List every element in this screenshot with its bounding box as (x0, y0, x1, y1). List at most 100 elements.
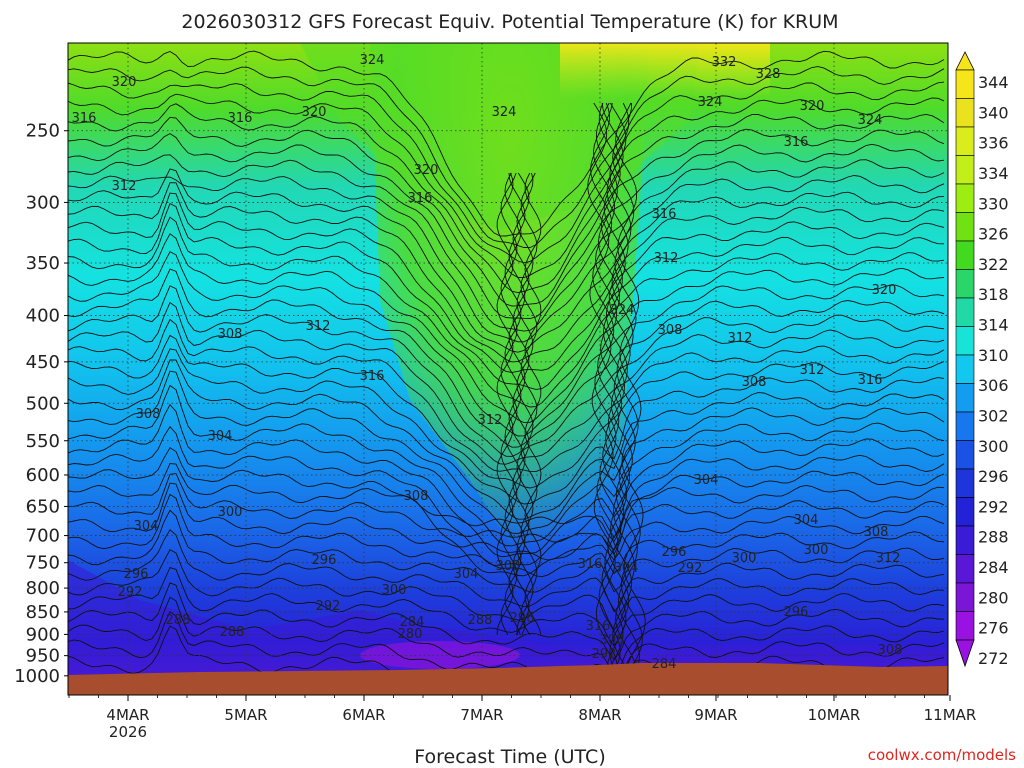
frontal-contour (500, 172, 518, 636)
colorbar-swatch (955, 297, 975, 327)
contour-label: 316 (858, 373, 883, 388)
colorbar-swatch (955, 525, 975, 555)
frontal-contour (524, 172, 542, 636)
colorbar-label: 292 (978, 497, 1009, 516)
colorbar-label: 288 (978, 528, 1009, 547)
y-axis: 2503003504004505005506006507007508008509… (14, 121, 68, 687)
contour-label: 292 (118, 585, 143, 600)
colorbar-swatch (955, 269, 975, 299)
contour-line (68, 268, 945, 448)
x-tick-label: 5MAR (224, 706, 267, 724)
contour-label: 280 (398, 627, 423, 642)
contour-line (68, 285, 945, 457)
y-tick-label: 700 (26, 526, 60, 547)
contour-label: 316 (72, 111, 97, 126)
contour-label: 296 (510, 611, 535, 626)
contour-line (68, 192, 945, 373)
colorbar-swatch (955, 468, 975, 498)
colorbar-swatch (955, 212, 975, 242)
contour-line (68, 384, 945, 547)
colorbar-label: 296 (978, 467, 1009, 486)
colorbar-label: 272 (978, 649, 1009, 668)
contour-label: 308 (218, 327, 243, 342)
contour-label: 324 (492, 105, 517, 120)
colorbar-label: 326 (978, 225, 1009, 244)
contour-line (68, 582, 945, 661)
colorbar-swatch (955, 98, 975, 128)
x-axis: 4MAR 5MAR 6MAR 7MAR 8MAR 9MAR 10MAR 11MAR (68, 695, 976, 724)
colorbar-swatch (955, 354, 975, 384)
contour-label: 312 (306, 319, 331, 334)
contour-line (68, 509, 945, 593)
frontal-contour (615, 102, 646, 674)
contour-label: 308 (136, 407, 161, 422)
x-year-label: 2026 (109, 723, 147, 741)
contour-label: 300 (732, 551, 757, 566)
frontal-contour (595, 102, 627, 674)
colorbar-label: 334 (978, 164, 1009, 183)
coldest-core (360, 641, 520, 669)
x-tick-label: 7MAR (460, 706, 503, 724)
cold-pool-region (68, 560, 948, 695)
contour-line (68, 447, 945, 577)
y-tick-label: 300 (26, 192, 60, 213)
contour-label: 320 (302, 105, 327, 120)
yellow-top-band (560, 43, 770, 98)
chart-title: 2026030312 GFS Forecast Equiv. Potential… (181, 11, 838, 33)
x-axis-title: Forecast Time (UTC) (414, 746, 605, 768)
contour-label: 304 (694, 473, 719, 488)
colorbar-label: 344 (978, 73, 1009, 92)
contour-lines (68, 50, 945, 695)
frontal-contour (612, 102, 643, 674)
contour-line (68, 66, 945, 249)
contour-label: 312 (112, 179, 137, 194)
contour-line (68, 549, 945, 631)
colorbar-label: 306 (978, 376, 1009, 395)
frontal-contour (504, 172, 522, 636)
y-tick-label: 550 (26, 431, 60, 452)
colorbar-label: 276 (978, 619, 1009, 638)
contour-label: 292 (678, 561, 703, 576)
colorbar-swatch (955, 611, 975, 641)
contour-line (68, 301, 945, 465)
contour-label: 328 (756, 67, 781, 82)
contour-line (68, 93, 945, 279)
contour-line (68, 133, 945, 319)
frontal-contour (593, 102, 624, 674)
y-tick-label: 750 (26, 553, 60, 574)
contour-label: 288 (166, 613, 191, 628)
contour-label: 308 (864, 525, 889, 540)
contour-label: 316 (652, 207, 677, 222)
colorbar-label: 284 (978, 558, 1009, 577)
terrain-surface (68, 663, 948, 695)
contour-line (68, 493, 945, 578)
colorbar-swatch (955, 497, 975, 527)
colorbar-swatch (955, 411, 975, 441)
frontal-contour (496, 172, 514, 636)
colorbar-label: 300 (978, 437, 1009, 456)
colorbar-top-arrow (955, 51, 975, 71)
contour-label: 300 (382, 583, 407, 598)
colorbar: 344 340 336 334 330 326 322 318 314 310 306 302 300 2… (955, 51, 1009, 668)
contour-label: 308 (658, 323, 683, 338)
contour-label: 308 (496, 559, 521, 574)
contour-label: 308 (878, 643, 903, 658)
colorbar-label: 330 (978, 194, 1009, 213)
contour-line (68, 403, 945, 557)
contour-label: 332 (712, 55, 737, 70)
contour-label: 304 (614, 561, 639, 576)
frontal-contour (606, 102, 638, 674)
contour-label: 312 (478, 413, 503, 428)
contour-label: 316 (408, 191, 433, 206)
frontal-contour (590, 102, 621, 674)
colorbar-swatch (955, 554, 975, 584)
x-tick-label: 6MAR (342, 706, 385, 724)
contour-label: 312 (728, 331, 753, 346)
frontal-contour (512, 172, 530, 636)
contour-label: 296 (312, 553, 337, 568)
x-tick-label: 9MAR (694, 706, 737, 724)
contour-line (68, 596, 945, 675)
contour-line (68, 334, 945, 489)
colorbar-label: 336 (978, 134, 1009, 153)
contour-line (68, 50, 945, 237)
